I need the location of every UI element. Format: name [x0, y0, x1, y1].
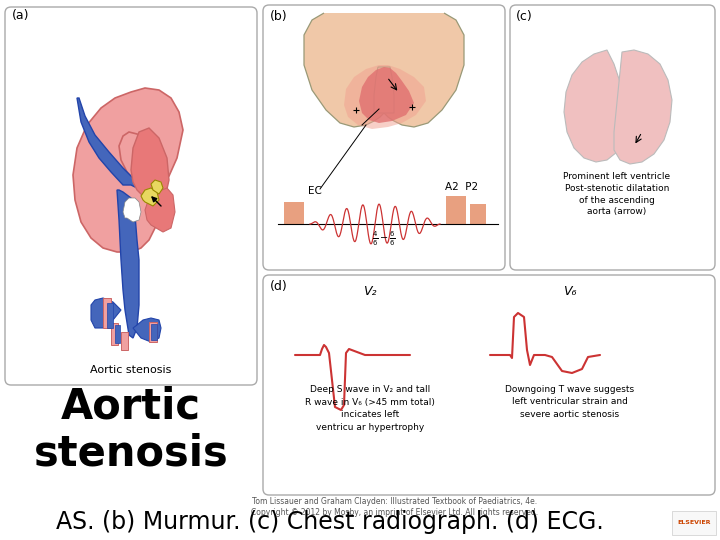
Polygon shape — [115, 325, 120, 343]
Polygon shape — [304, 13, 464, 127]
Text: (c): (c) — [516, 10, 533, 23]
Text: V₂: V₂ — [364, 285, 377, 298]
Bar — [672, 511, 716, 535]
FancyBboxPatch shape — [263, 275, 715, 495]
Text: Downgoing T wave suggests
left ventricular strain and
severe aortic stenosis: Downgoing T wave suggests left ventricul… — [505, 385, 634, 419]
Polygon shape — [133, 318, 161, 342]
FancyBboxPatch shape — [510, 5, 715, 270]
Polygon shape — [103, 298, 111, 328]
Text: ELSEVIER: ELSEVIER — [678, 521, 711, 525]
Polygon shape — [145, 188, 175, 232]
Text: Prominent left ventricle
Post-stenotic dilatation
of the ascending
aorta (arrow): Prominent left ventricle Post-stenotic d… — [564, 172, 670, 217]
Polygon shape — [149, 322, 157, 342]
Polygon shape — [131, 128, 169, 210]
Text: AS. (b) Murmur. (c) Chest radiograph. (d) ECG.: AS. (b) Murmur. (c) Chest radiograph. (d… — [56, 510, 604, 534]
Polygon shape — [73, 88, 183, 252]
Text: (d): (d) — [270, 280, 288, 293]
Polygon shape — [359, 67, 414, 123]
FancyBboxPatch shape — [5, 7, 257, 385]
FancyBboxPatch shape — [263, 5, 505, 270]
Bar — [470, 204, 486, 224]
Polygon shape — [107, 303, 113, 328]
Text: Tom Lissauer and Graham Clayden: Illustrated Textbook of Paediatrics, 4e.
Copyri: Tom Lissauer and Graham Clayden: Illustr… — [251, 497, 539, 517]
Text: Aortic
stenosis: Aortic stenosis — [34, 386, 228, 475]
Polygon shape — [77, 98, 153, 202]
Polygon shape — [564, 50, 626, 162]
Polygon shape — [374, 67, 394, 113]
Polygon shape — [614, 50, 672, 164]
Text: $\frac{4}{6}-\frac{6}{6}$: $\frac{4}{6}-\frac{6}{6}$ — [372, 230, 396, 248]
Bar — [284, 202, 304, 224]
Polygon shape — [151, 180, 163, 194]
Polygon shape — [141, 188, 159, 206]
Polygon shape — [91, 298, 121, 328]
Text: A2  P2: A2 P2 — [446, 182, 479, 192]
Polygon shape — [121, 332, 128, 350]
Text: Aortic stenosis: Aortic stenosis — [90, 365, 171, 375]
Bar — [446, 196, 466, 224]
Text: V₆: V₆ — [563, 285, 577, 298]
Text: Deep S wave in V₂ and tall
R wave in V₆ (>45 mm total)
incicates left
ventricu a: Deep S wave in V₂ and tall R wave in V₆ … — [305, 385, 435, 431]
Polygon shape — [344, 65, 426, 129]
Polygon shape — [151, 324, 157, 340]
Polygon shape — [117, 190, 139, 338]
Polygon shape — [123, 198, 141, 222]
Polygon shape — [111, 323, 118, 345]
Text: (b): (b) — [270, 10, 287, 23]
Text: (a): (a) — [12, 9, 30, 22]
Text: EC: EC — [308, 186, 322, 196]
